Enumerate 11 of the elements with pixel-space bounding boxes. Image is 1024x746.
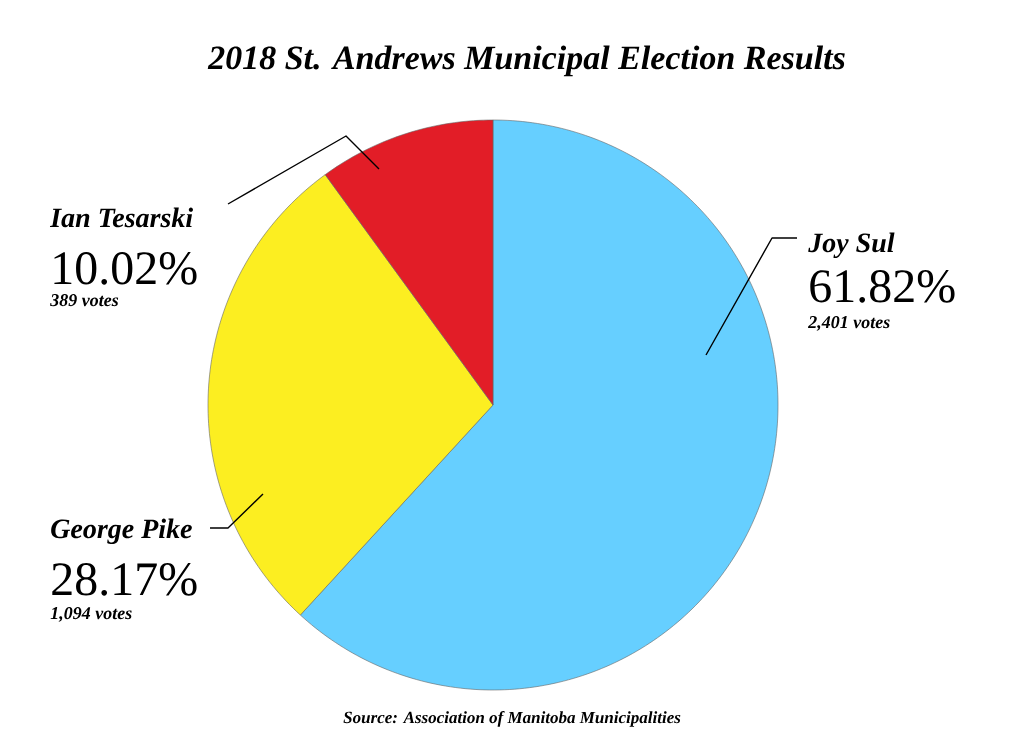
data-label: 61.82% — [810, 270, 955, 303]
text: 2,401 votes — [807, 316, 890, 331]
text: 389 votes — [50, 294, 119, 307]
data-label: 10.02% — [54, 252, 197, 285]
slice-label: George Pike — [51, 518, 192, 544]
source-note: Source: Association of Manitoba Municipalities — [343, 711, 681, 727]
text: 1,094 votes — [50, 607, 132, 622]
chart-title: 2018 St. Andrews Municipal Election Results — [207, 45, 845, 77]
slice-label: Ian Tesarski — [49, 207, 193, 228]
data-label: 28.17% — [52, 563, 197, 596]
slice-label: Joy Sul — [808, 232, 895, 259]
